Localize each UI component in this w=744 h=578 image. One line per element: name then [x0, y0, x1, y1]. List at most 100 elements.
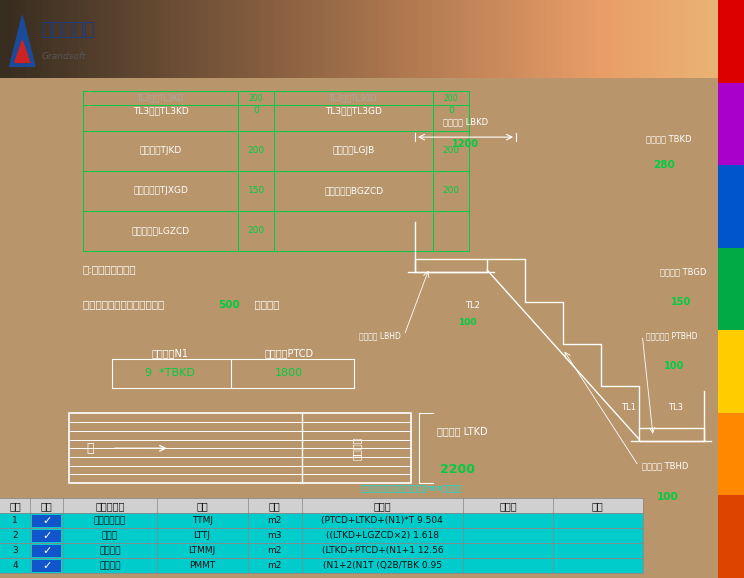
Bar [238, 131, 275, 171]
Text: 栏杆距边LGJB: 栏杆距边LGJB [333, 146, 375, 155]
Text: 楼梯宽度 LTKD: 楼梯宽度 LTKD [437, 427, 487, 436]
Text: 注：所有参数未注明单位时均以mm为单位。: 注：所有参数未注明单位时均以mm为单位。 [361, 484, 462, 494]
Text: 的楼梯井: 的楼梯井 [248, 299, 279, 310]
Text: 单位: 单位 [269, 501, 280, 511]
Bar [275, 91, 433, 105]
Text: 500: 500 [219, 299, 240, 310]
Text: TL2: TL2 [466, 301, 481, 310]
Bar [83, 131, 238, 171]
Text: 200: 200 [444, 94, 458, 102]
Text: TL3高度TL3GD: TL3高度TL3GD [330, 94, 378, 102]
Text: 广联达软件: 广联达软件 [41, 21, 94, 39]
Text: 100: 100 [458, 318, 477, 327]
Text: 200: 200 [443, 186, 460, 195]
Text: 板搁置长度BGZCD: 板搁置长度BGZCD [324, 186, 383, 195]
Text: 梯板厚度 TBHD: 梯板厚度 TBHD [642, 462, 689, 470]
Text: 楼板宽度 LBKD: 楼板宽度 LBKD [443, 117, 488, 127]
Bar [83, 171, 238, 211]
Text: 踏步级数N1: 踏步级数N1 [151, 349, 188, 358]
Bar [718, 413, 744, 495]
Bar [0, 558, 643, 573]
Bar [238, 91, 275, 131]
Bar [238, 211, 275, 251]
Polygon shape [10, 16, 35, 66]
Bar [718, 248, 744, 330]
Text: 楼板厚度 LBHD: 楼板厚度 LBHD [359, 331, 400, 340]
Text: LTTJ: LTTJ [193, 531, 211, 540]
Polygon shape [15, 40, 30, 62]
Text: 150: 150 [248, 186, 265, 195]
Bar [238, 91, 275, 105]
Text: 0: 0 [448, 106, 454, 115]
Bar [275, 91, 433, 131]
Bar [32, 515, 61, 527]
Bar [83, 91, 238, 131]
Text: Grandsoft: Grandsoft [42, 51, 86, 61]
Text: 踏步高度 TBGD: 踏步高度 TBGD [661, 268, 707, 276]
Text: 平台长度PTCD: 平台长度PTCD [264, 349, 313, 358]
Text: (LTKD+PTCD+(N1+1 12.56: (LTKD+PTCD+(N1+1 12.56 [321, 546, 443, 555]
Text: 输出: 输出 [41, 501, 53, 511]
Text: ✓: ✓ [42, 561, 51, 571]
Bar [433, 211, 469, 251]
Bar [718, 0, 744, 83]
Text: 200: 200 [248, 227, 265, 235]
Text: 梁搁置长度LGZCD: 梁搁置长度LGZCD [132, 227, 190, 235]
Bar [275, 171, 433, 211]
Text: (PTCD+LTKD+(N1)*T 9.504: (PTCD+LTKD+(N1)*T 9.504 [321, 516, 443, 525]
Text: 楼梯柱: 楼梯柱 [102, 531, 118, 540]
Text: m3: m3 [267, 531, 282, 540]
Text: 栏杆面积: 栏杆面积 [99, 561, 121, 570]
Bar [83, 211, 238, 251]
Text: (N1+2(N1T (Q2B/TBK 0.95: (N1+2(N1T (Q2B/TBK 0.95 [323, 561, 442, 570]
Bar [433, 171, 469, 211]
Text: 计算式: 计算式 [373, 501, 391, 511]
Text: 280: 280 [653, 160, 675, 171]
Bar [0, 543, 643, 558]
Text: 2: 2 [12, 531, 18, 540]
Bar [275, 131, 433, 171]
Text: 200: 200 [443, 146, 460, 155]
Bar [718, 330, 744, 413]
Bar [32, 560, 61, 572]
Text: TL1: TL1 [620, 403, 635, 412]
Text: ✓: ✓ [42, 531, 51, 541]
Text: 序号: 序号 [9, 501, 21, 511]
Bar [83, 91, 238, 105]
Text: 2200: 2200 [440, 463, 475, 476]
Text: TL3高度TL3GD: TL3高度TL3GD [325, 106, 382, 115]
Text: 踏步宽度 TBKD: 踏步宽度 TBKD [646, 135, 691, 143]
Text: 1: 1 [12, 516, 18, 525]
Bar [433, 91, 469, 105]
Text: TL3宽度TL3KD: TL3宽度TL3KD [132, 106, 188, 115]
Text: LTMMJ: LTMMJ [188, 546, 216, 555]
Text: 1200: 1200 [452, 139, 479, 149]
Text: ✓: ✓ [42, 546, 51, 556]
Text: PMMT: PMMT [189, 561, 215, 570]
Text: 100: 100 [657, 491, 679, 502]
Bar [433, 131, 469, 171]
Bar [32, 530, 61, 542]
Bar [718, 83, 744, 165]
Bar [0, 513, 643, 528]
Bar [718, 495, 744, 578]
Text: TTMJ: TTMJ [192, 516, 213, 525]
Text: 1800: 1800 [275, 368, 303, 379]
Text: 休息平台: 休息平台 [351, 436, 362, 460]
Text: 平台板厚度 PTBHD: 平台板厚度 PTBHD [646, 331, 697, 340]
Text: 楼梯水平投影面积不扣除小于: 楼梯水平投影面积不扣除小于 [83, 299, 170, 310]
Text: 备注: 备注 [591, 501, 603, 511]
Text: 4: 4 [12, 561, 18, 570]
Text: 0: 0 [253, 106, 259, 115]
Text: 上: 上 [86, 442, 94, 455]
Text: TL3宽度TL3KD: TL3宽度TL3KD [137, 94, 185, 102]
Text: 200: 200 [248, 146, 265, 155]
Text: 梯井宽度TJKD: 梯井宽度TJKD [139, 146, 182, 155]
Text: 踢脚线高度TJXGD: 踢脚线高度TJXGD [133, 186, 188, 195]
Text: 楼梯面层: 楼梯面层 [99, 546, 121, 555]
Text: 楼梯投影面积: 楼梯投影面积 [94, 516, 126, 525]
Bar [0, 528, 643, 543]
Text: m2: m2 [267, 516, 282, 525]
Text: 200: 200 [249, 94, 263, 102]
Bar [275, 211, 433, 251]
